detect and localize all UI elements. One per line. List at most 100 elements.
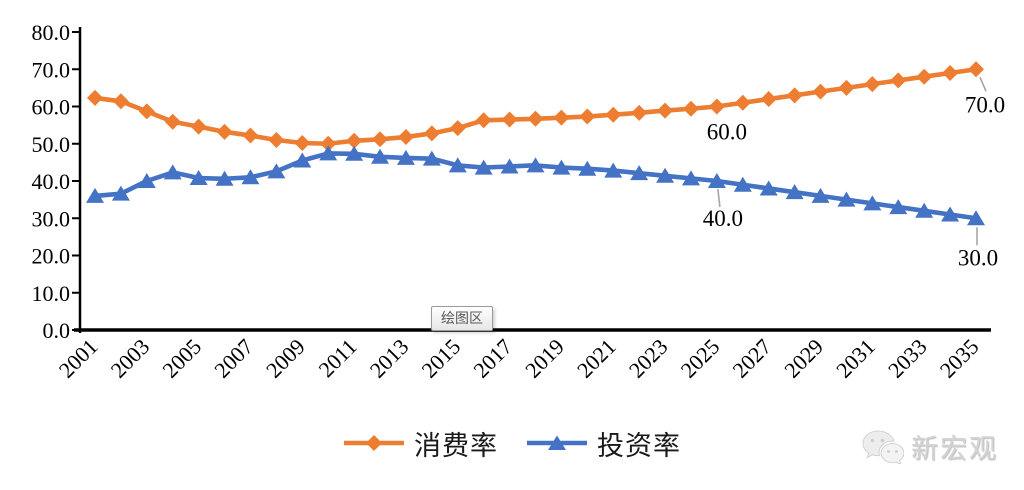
consumption-rate-marker-2016 bbox=[475, 112, 492, 129]
consumption-rate-marker-2002 bbox=[112, 93, 129, 110]
investment-rate-marker-2005 bbox=[189, 170, 208, 186]
investment-rate-marker-2006 bbox=[215, 170, 234, 186]
consumption-rate-marker-2023 bbox=[657, 102, 674, 119]
consumption-rate-marker-2025 bbox=[708, 98, 725, 115]
consumption-rate-marker-2027 bbox=[760, 91, 777, 108]
x-axis-tick-label: 2033 bbox=[883, 334, 932, 383]
investment-rate-marker-2011 bbox=[345, 145, 364, 161]
investment-rate-marker-2026 bbox=[733, 176, 752, 192]
wechat-icon bbox=[862, 429, 904, 464]
consumption-rate-marker-2034 bbox=[942, 64, 959, 81]
investment-rate-marker-2027 bbox=[759, 180, 778, 196]
investment-rate-marker-2001 bbox=[86, 187, 104, 203]
x-axis-tick-label: 2015 bbox=[417, 334, 466, 383]
investment-rate-marker-2031 bbox=[863, 195, 882, 211]
x-axis-tick-label: 2023 bbox=[624, 334, 673, 383]
x-axis-tick-label: 2011 bbox=[313, 334, 361, 382]
investment-rate-marker-2029 bbox=[811, 187, 830, 203]
investment-rate-marker-2013 bbox=[396, 149, 415, 165]
legend-item-investment[interactable]: 投资率 bbox=[526, 424, 681, 462]
legend-label-investment: 投资率 bbox=[597, 430, 681, 461]
y-axis-tick-label: 40.0 bbox=[32, 169, 71, 194]
data-label: 60.0 bbox=[707, 120, 747, 145]
x-axis-tick-label: 2017 bbox=[468, 334, 517, 383]
legend-label-consumption: 消费率 bbox=[414, 430, 498, 461]
y-axis-tick-label: 0.0 bbox=[43, 318, 71, 343]
consumption-rate-marker-2007 bbox=[242, 127, 259, 144]
investment-rate-marker-2032 bbox=[889, 199, 908, 215]
y-axis-tick-label: 50.0 bbox=[32, 132, 71, 157]
x-axis-tick-label: 2003 bbox=[106, 334, 155, 383]
consumption-rate-marker-2033 bbox=[916, 68, 933, 85]
y-axis-tick-label: 60.0 bbox=[32, 95, 71, 120]
consumption-rate-marker-2032 bbox=[890, 72, 907, 89]
investment-rate-marker-2022 bbox=[630, 165, 649, 181]
watermark: 新宏观 bbox=[862, 427, 998, 466]
consumption-rate-marker-2001 bbox=[87, 89, 103, 106]
consumption-rate-marker-2017 bbox=[501, 111, 518, 128]
investment-rate-marker-2010 bbox=[319, 145, 338, 161]
consumption-rate-marker-2020 bbox=[579, 108, 596, 125]
investment-rate-marker-2023 bbox=[656, 167, 675, 183]
x-axis-tick-label: 2029 bbox=[779, 334, 828, 383]
x-axis-tick-label: 2019 bbox=[520, 334, 569, 383]
consumption-rate-marker-2006 bbox=[216, 123, 233, 140]
x-axis-tick-label: 2031 bbox=[831, 334, 880, 383]
y-axis-tick-label: 30.0 bbox=[32, 206, 71, 231]
consumption-rate-marker-2011 bbox=[346, 132, 363, 149]
investment-rate-marker-2030 bbox=[837, 191, 856, 207]
consumption-rate-marker-2035 bbox=[968, 61, 984, 78]
investment-rate-marker-2016 bbox=[474, 159, 493, 175]
consumption-rate-marker-2031 bbox=[864, 76, 881, 93]
investment-rate-marker-2025 bbox=[707, 173, 726, 188]
y-axis-tick-label: 70.0 bbox=[32, 57, 71, 82]
consumption-rate-marker-2008 bbox=[268, 132, 285, 149]
investment-rate-marker-2015 bbox=[448, 157, 467, 173]
data-label-leader-line bbox=[979, 76, 987, 92]
legend: 消费率 投资率 bbox=[0, 424, 1024, 462]
consumption-rate-marker-2024 bbox=[682, 100, 699, 117]
legend-item-consumption[interactable]: 消费率 bbox=[343, 424, 498, 462]
x-axis-tick-label: 2027 bbox=[727, 334, 776, 383]
investment-rate-marker-2018 bbox=[526, 157, 545, 173]
x-axis-tick-label: 2009 bbox=[261, 334, 310, 383]
investment-rate-marker-2002 bbox=[111, 185, 130, 201]
consumption-rate-marker-2021 bbox=[605, 106, 622, 123]
data-label: 70.0 bbox=[965, 92, 1005, 117]
watermark-text: 新宏观 bbox=[911, 434, 998, 464]
investment-rate-marker-2003 bbox=[137, 173, 156, 188]
consumption-rate-marker-2013 bbox=[397, 129, 414, 146]
investment-rate-marker-2020 bbox=[578, 160, 597, 176]
consumption-rate-marker-2014 bbox=[423, 125, 440, 142]
x-axis-tick-label: 2007 bbox=[209, 334, 258, 383]
y-axis-tick-label: 20.0 bbox=[32, 244, 71, 269]
data-label-leader-line bbox=[717, 188, 721, 208]
data-label: 30.0 bbox=[958, 245, 998, 270]
consumption-rate-marker-2010 bbox=[320, 135, 337, 152]
consumption-rate-marker-2026 bbox=[734, 94, 751, 111]
x-axis-tick-label: 2005 bbox=[157, 334, 206, 383]
investment-rate-marker-2021 bbox=[604, 162, 623, 178]
investment-rate-marker-2009 bbox=[293, 152, 312, 168]
x-axis-tick-label: 2013 bbox=[365, 334, 414, 383]
data-label: 40.0 bbox=[703, 206, 743, 231]
investment-rate-marker-2007 bbox=[241, 169, 260, 185]
investment-rate-marker-2028 bbox=[785, 184, 804, 200]
investment-rate-marker-2034 bbox=[941, 206, 960, 222]
consumption-rate-marker-2018 bbox=[527, 110, 544, 127]
consumption-rate-marker-2022 bbox=[631, 104, 648, 121]
investment-rate-marker-2012 bbox=[371, 148, 390, 164]
consumption-rate-marker-2019 bbox=[553, 109, 570, 126]
investment-rate-marker-2017 bbox=[500, 158, 519, 174]
x-axis-tick-label: 2035 bbox=[935, 334, 984, 383]
investment-rate-marker-2033 bbox=[915, 202, 934, 218]
consumption-rate-marker-2009 bbox=[294, 135, 311, 152]
investment-rate-marker-2035 bbox=[967, 210, 985, 226]
investment-rate-marker-2008 bbox=[267, 163, 286, 179]
consumption-rate-marker-2005 bbox=[190, 118, 207, 135]
y-axis-tick-label: 80.0 bbox=[32, 20, 71, 45]
y-axis-tick-label: 10.0 bbox=[32, 281, 71, 306]
investment-rate-marker-2024 bbox=[681, 170, 700, 186]
